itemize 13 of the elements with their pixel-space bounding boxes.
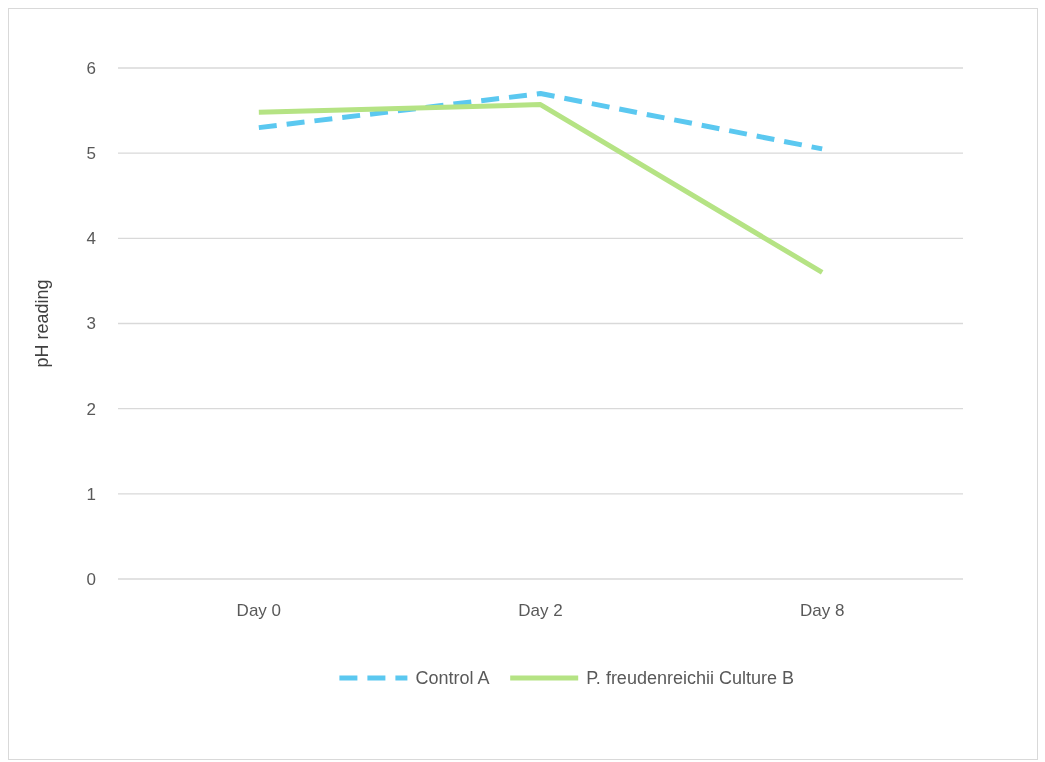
y-tick-label: 3	[86, 314, 96, 334]
y-tick-label: 2	[86, 399, 96, 419]
legend-label: P. freudenreichii Culture B	[586, 668, 794, 689]
x-tick-label: Day 0	[236, 601, 282, 620]
y-tick-label: 5	[86, 144, 96, 164]
legend-label: Control A	[415, 668, 490, 689]
y-tick-label: 0	[86, 569, 96, 589]
y-tick-label: 4	[86, 229, 96, 249]
y-tick-label: 6	[86, 58, 96, 78]
x-tick-label: Day 2	[518, 601, 563, 620]
y-tick-label: 1	[86, 484, 96, 504]
x-tick-label: Day 8	[799, 601, 845, 620]
y-axis-title: pH reading	[32, 279, 52, 368]
